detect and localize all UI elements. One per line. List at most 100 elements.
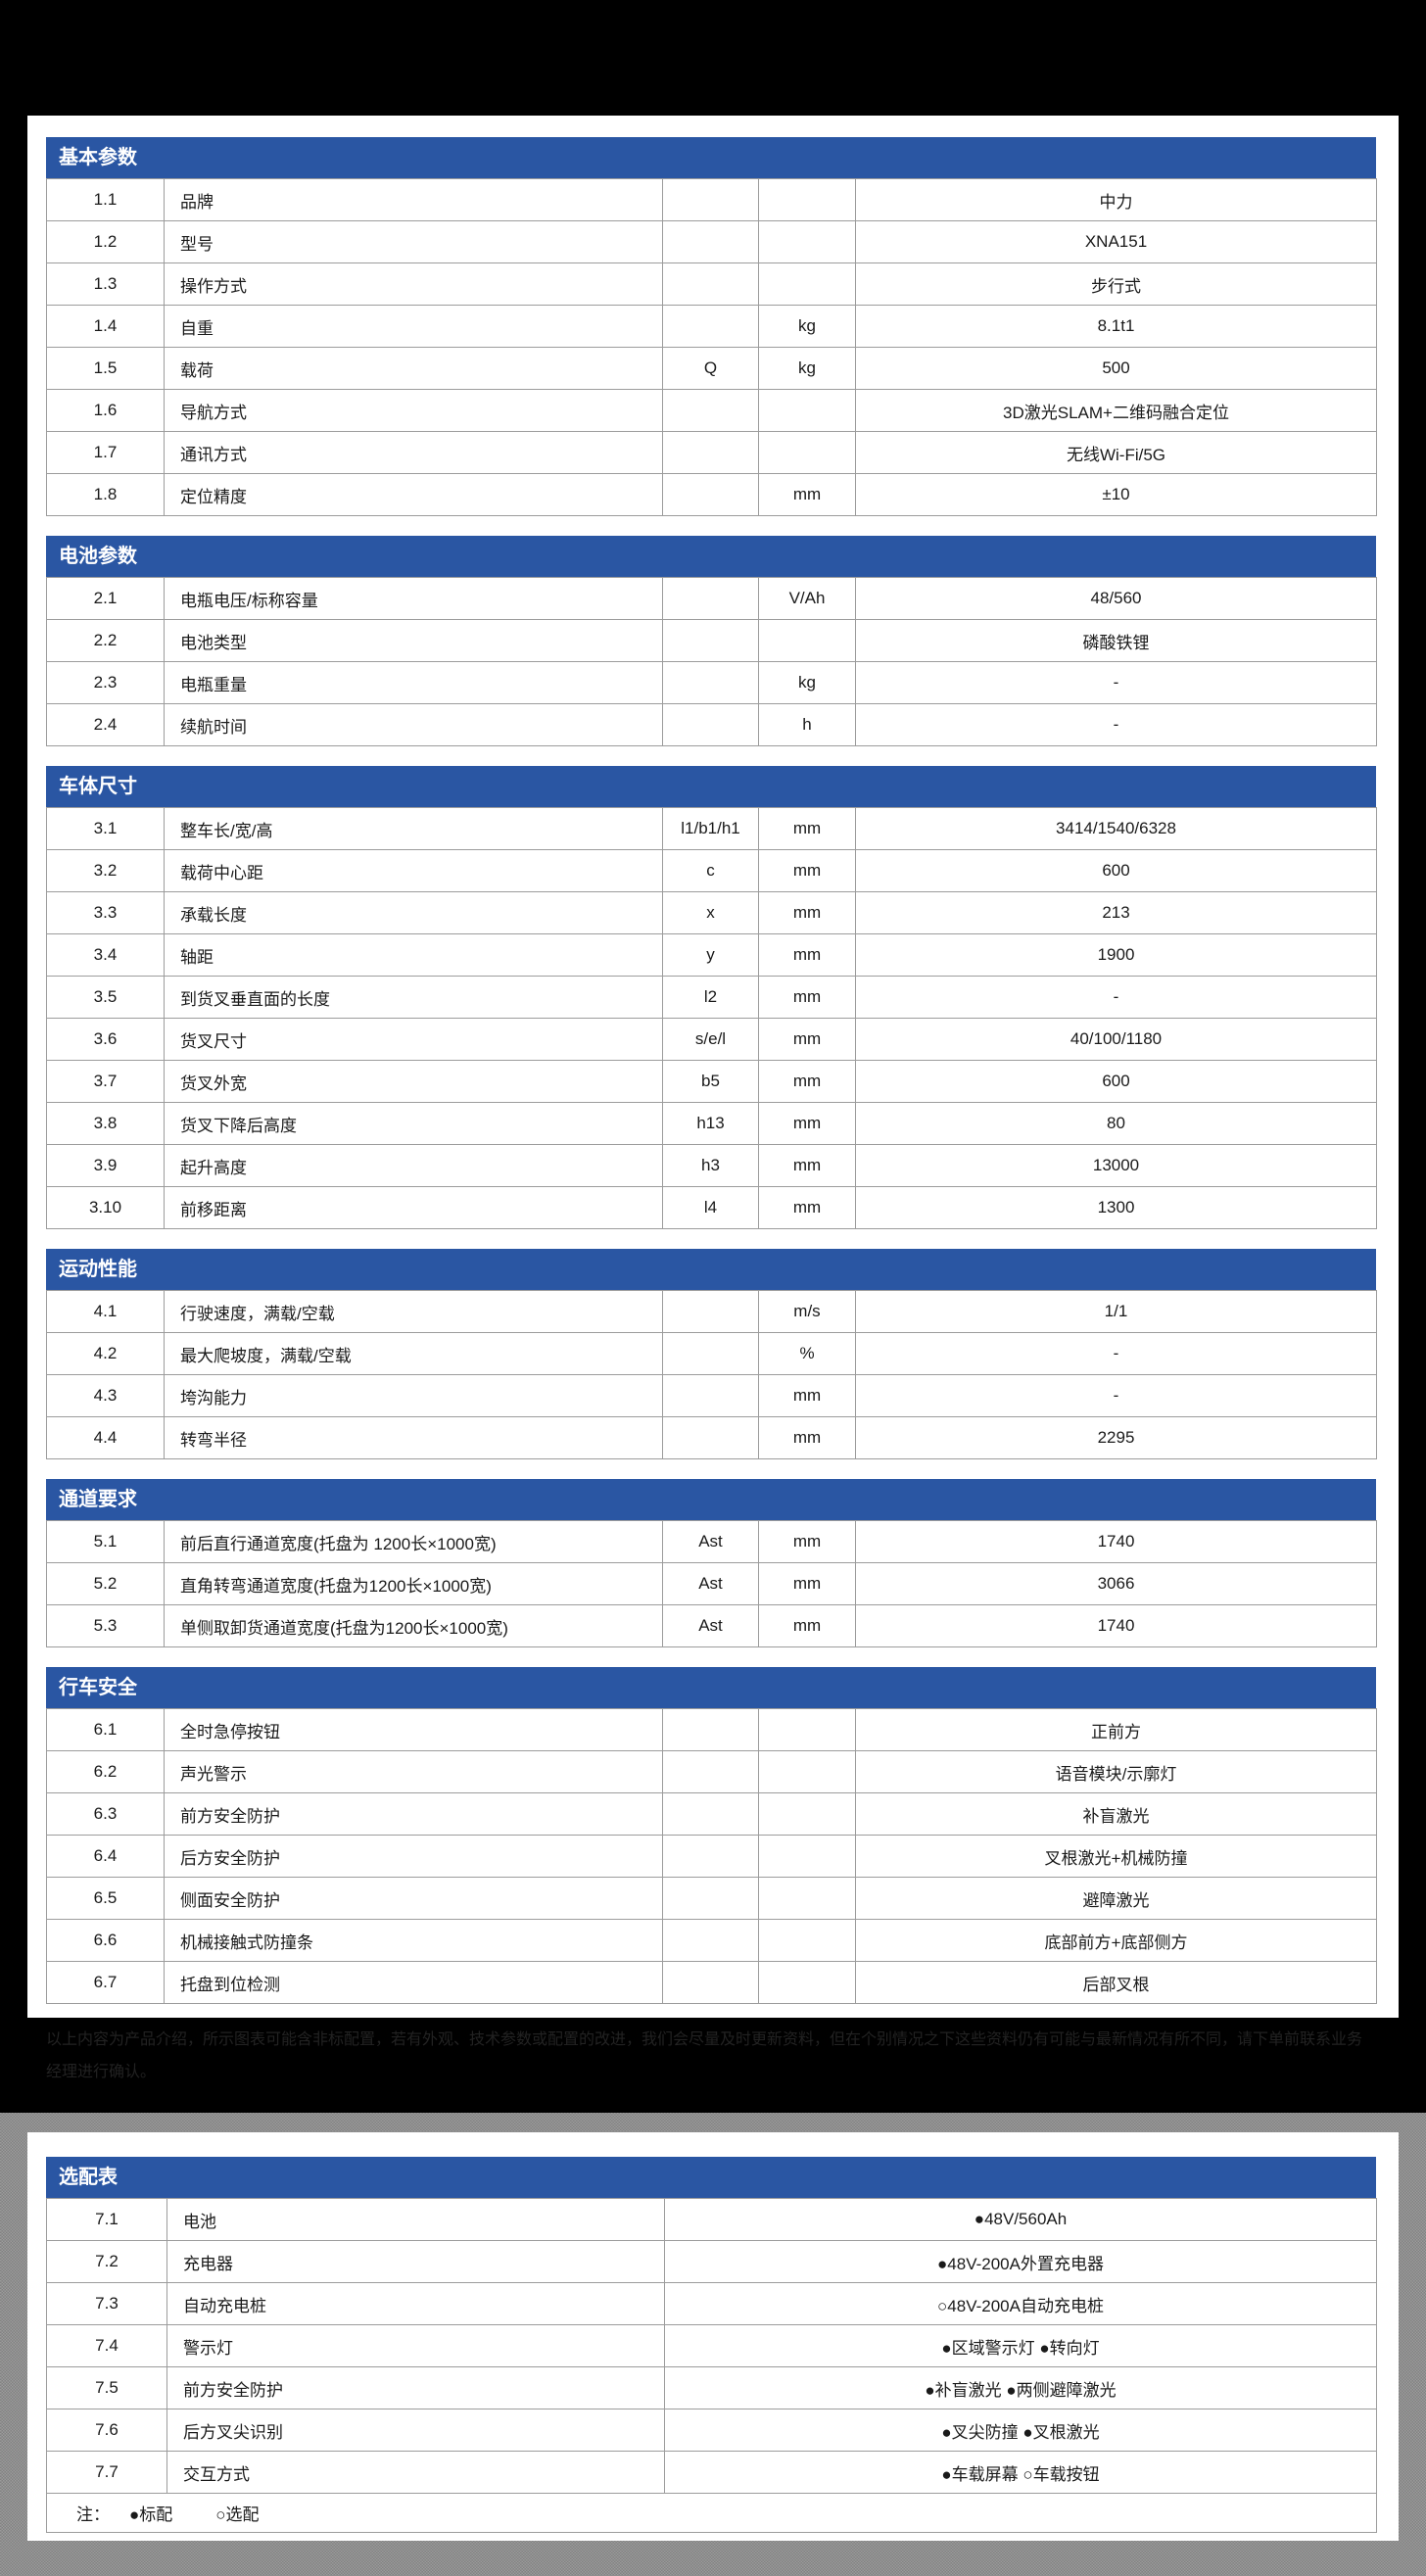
- section-title: 选配表: [59, 2167, 118, 2188]
- spec-table: 3.1 整车长/宽/高 l1/b1/h1 mm 3414/1540/6328 3.2 载荷中…: [46, 807, 1377, 1229]
- cell-name: 机械接触式防撞条: [164, 1919, 663, 1962]
- cell-unit: [758, 178, 856, 221]
- cell-symbol: [662, 1835, 759, 1878]
- spec-section: 行车安全 6.1 全时急停按钮 正前方 6.2 声光警示 语音模块/示廓灯 6.3 前方安全防护…: [46, 1667, 1377, 2004]
- cell-no: 3.1: [46, 807, 165, 850]
- cell-name: 品牌: [164, 178, 663, 221]
- cell-no: 6.5: [46, 1877, 165, 1920]
- cell-value: -: [855, 976, 1377, 1019]
- cell-unit: mm: [758, 933, 856, 977]
- cell-name: 货叉下降后高度: [164, 1102, 663, 1145]
- cell-value: 500: [855, 347, 1377, 390]
- cell-value: 无线Wi-Fi/5G: [855, 431, 1377, 474]
- cell-value: 底部前方+底部侧方: [855, 1919, 1377, 1962]
- cell-no: 3.9: [46, 1144, 165, 1187]
- cell-unit: V/Ah: [758, 577, 856, 620]
- cell-unit: %: [758, 1332, 856, 1375]
- cell-unit: mm: [758, 849, 856, 892]
- cell-value: -: [855, 1374, 1377, 1417]
- table-row: 1.2 型号 XNA151: [46, 220, 1377, 263]
- cell-no: 2.4: [46, 703, 165, 746]
- section-header: 通道要求: [46, 1479, 1376, 1520]
- table-row: 7.3 自动充电桩 ○48V-200A自动充电桩: [46, 2282, 1377, 2325]
- cell-unit: mm: [758, 1144, 856, 1187]
- cell-value: ●区域警示灯 ●转向灯: [664, 2324, 1377, 2367]
- cell-name: 声光警示: [164, 1750, 663, 1793]
- cell-unit: kg: [758, 661, 856, 704]
- cell-name: 行驶速度，满载/空载: [164, 1290, 663, 1333]
- cell-unit: h: [758, 703, 856, 746]
- section-title: 车体尺寸: [59, 776, 137, 797]
- cell-symbol: Ast: [662, 1520, 759, 1563]
- cell-value: 48/560: [855, 577, 1377, 620]
- cell-value: ●补盲激光 ●两侧避障激光: [664, 2366, 1377, 2409]
- cell-symbol: l1/b1/h1: [662, 807, 759, 850]
- cell-value: 语音模块/示廓灯: [855, 1750, 1377, 1793]
- cell-no: 6.4: [46, 1835, 165, 1878]
- options-region-background: 选配表 7.1 电池 ●48V/560Ah 7.2 充电器 ●48V-200A外置充电器 7…: [0, 2113, 1426, 2576]
- cell-no: 1.1: [46, 178, 165, 221]
- cell-no: 1.8: [46, 473, 165, 516]
- table-row: 6.1 全时急停按钮 正前方: [46, 1708, 1377, 1751]
- cell-name: 转弯半径: [164, 1416, 663, 1459]
- table-row: 6.5 侧面安全防护 避障激光: [46, 1877, 1377, 1920]
- table-row: 1.3 操作方式 步行式: [46, 262, 1377, 306]
- section-header-options: 选配表: [46, 2157, 1376, 2198]
- cell-name: 最大爬坡度，满载/空载: [164, 1332, 663, 1375]
- cell-name: 电瓶重量: [164, 661, 663, 704]
- cell-value: ●48V/560Ah: [664, 2198, 1377, 2241]
- cell-value: 叉根激光+机械防撞: [855, 1835, 1377, 1878]
- cell-symbol: [662, 262, 759, 306]
- cell-no: 3.10: [46, 1186, 165, 1229]
- cell-name: 续航时间: [164, 703, 663, 746]
- spec-table: 1.1 品牌 中力 1.2 型号 XNA151 1.3 操作方式 步行式 1.4 自重 kg 8.1t1…: [46, 178, 1377, 516]
- options-card: 选配表 7.1 电池 ●48V/560Ah 7.2 充电器 ●48V-200A外置充电器 7…: [27, 2132, 1399, 2541]
- cell-value: XNA151: [855, 220, 1377, 263]
- cell-value: -: [855, 661, 1377, 704]
- cell-name: 后方叉尖识别: [166, 2409, 665, 2452]
- table-row: 3.5 到货叉垂直面的长度 l2 mm -: [46, 976, 1377, 1019]
- cell-value: 中力: [855, 178, 1377, 221]
- cell-name: 充电器: [166, 2240, 665, 2283]
- cell-no: 6.6: [46, 1919, 165, 1962]
- cell-value: 40/100/1180: [855, 1018, 1377, 1061]
- table-row: 1.6 导航方式 3D激光SLAM+二维码融合定位: [46, 389, 1377, 432]
- cell-unit: [758, 1792, 856, 1836]
- cell-unit: m/s: [758, 1290, 856, 1333]
- cell-value: 1/1: [855, 1290, 1377, 1333]
- cell-value: 1300: [855, 1186, 1377, 1229]
- cell-no: 6.7: [46, 1961, 165, 2004]
- table-row: 2.1 电瓶电压/标称容量 V/Ah 48/560: [46, 577, 1377, 620]
- cell-no: 3.3: [46, 891, 165, 934]
- cell-name: 整车长/宽/高: [164, 807, 663, 850]
- cell-unit: mm: [758, 1416, 856, 1459]
- cell-value: 步行式: [855, 262, 1377, 306]
- cell-unit: [758, 1919, 856, 1962]
- cell-no: 3.2: [46, 849, 165, 892]
- cell-value: 3066: [855, 1562, 1377, 1605]
- cell-symbol: l4: [662, 1186, 759, 1229]
- cell-no: 4.4: [46, 1416, 165, 1459]
- table-row: 6.3 前方安全防护 补盲激光: [46, 1792, 1377, 1836]
- cell-unit: mm: [758, 1604, 856, 1647]
- cell-unit: [758, 1961, 856, 2004]
- table-row: 1.4 自重 kg 8.1t1: [46, 305, 1377, 348]
- cell-unit: mm: [758, 1520, 856, 1563]
- spec-table: 6.1 全时急停按钮 正前方 6.2 声光警示 语音模块/示廓灯 6.3 前方安全防护 补盲激光…: [46, 1708, 1377, 2004]
- cell-unit: [758, 220, 856, 263]
- cell-no: 6.2: [46, 1750, 165, 1793]
- cell-value: -: [855, 703, 1377, 746]
- options-table: 7.1 电池 ●48V/560Ah 7.2 充电器 ●48V-200A外置充电器 7.3 自动…: [46, 2198, 1377, 2533]
- cell-symbol: [662, 473, 759, 516]
- cell-unit: mm: [758, 1102, 856, 1145]
- cell-value: ○48V-200A自动充电桩: [664, 2282, 1377, 2325]
- cell-no: 1.5: [46, 347, 165, 390]
- table-row: 3.8 货叉下降后高度 h13 mm 80: [46, 1102, 1377, 1145]
- section-header: 基本参数: [46, 137, 1376, 178]
- cell-no: 3.8: [46, 1102, 165, 1145]
- cell-no: 3.5: [46, 976, 165, 1019]
- cell-symbol: Ast: [662, 1562, 759, 1605]
- cell-name: 起升高度: [164, 1144, 663, 1187]
- cell-no: 6.3: [46, 1792, 165, 1836]
